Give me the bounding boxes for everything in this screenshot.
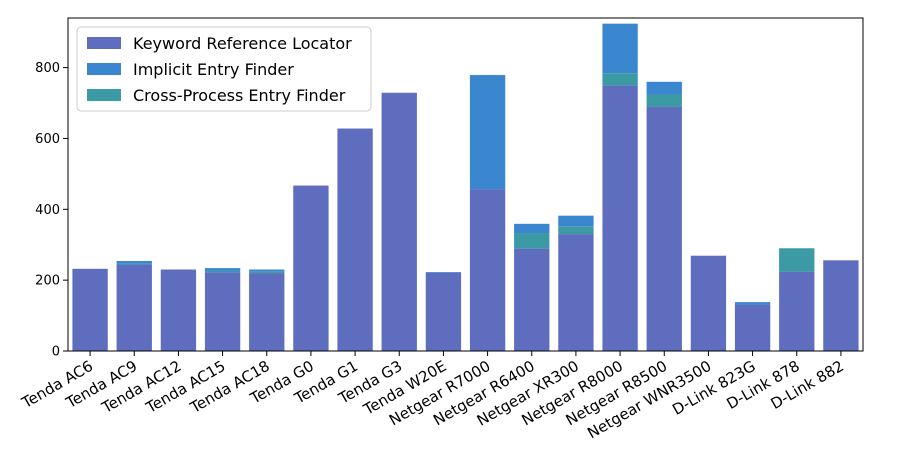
bar-keyword-reference-locator-11 bbox=[558, 234, 594, 351]
bar-cross-process-entry-finder-10 bbox=[514, 233, 550, 249]
bar-cross-process-entry-finder-13 bbox=[646, 94, 682, 107]
bar-cross-process-entry-finder-12 bbox=[602, 73, 638, 86]
bar-keyword-reference-locator-5 bbox=[293, 185, 329, 351]
bar-keyword-reference-locator-17 bbox=[823, 260, 859, 351]
bar-cross-process-entry-finder-3 bbox=[204, 270, 241, 273]
legend-swatch bbox=[87, 89, 121, 101]
legend-label: Implicit Entry Finder bbox=[133, 60, 294, 79]
bar-keyword-reference-locator-10 bbox=[514, 248, 550, 351]
bar-implicit-entry-finder-1 bbox=[116, 261, 152, 264]
y-tick-label: 800 bbox=[35, 61, 60, 76]
bar-implicit-entry-finder-15 bbox=[734, 302, 771, 305]
plot-frame bbox=[67, 17, 864, 352]
bar-keyword-reference-locator-6 bbox=[337, 128, 373, 351]
bar-keyword-reference-locator-0 bbox=[72, 268, 108, 351]
legend-label: Keyword Reference Locator bbox=[133, 34, 352, 53]
y-tick-label: 400 bbox=[35, 203, 60, 218]
bar-keyword-reference-locator-12 bbox=[602, 85, 638, 352]
legend: Keyword Reference Locator Implicit Entry … bbox=[76, 26, 372, 112]
y-tick-label: 200 bbox=[35, 274, 60, 289]
y-axis: 0 200 400 600 800 bbox=[35, 61, 68, 360]
bar-cross-process-entry-finder-16 bbox=[779, 248, 815, 272]
bar-keyword-reference-locator-8 bbox=[425, 272, 462, 351]
bar-implicit-entry-finder-4 bbox=[249, 269, 285, 272]
bar-implicit-entry-finder-3 bbox=[204, 268, 241, 271]
legend-box bbox=[76, 26, 372, 112]
bar-keyword-reference-locator-16 bbox=[779, 271, 815, 351]
y-tick-label: 600 bbox=[35, 132, 60, 147]
bar-cross-process-entry-finder-1 bbox=[116, 263, 152, 265]
bar-implicit-entry-finder-10 bbox=[514, 223, 550, 234]
bar-keyword-reference-locator-4 bbox=[249, 273, 285, 351]
bar-cross-process-entry-finder-4 bbox=[249, 271, 285, 274]
bar-keyword-reference-locator-7 bbox=[381, 92, 417, 352]
bar-keyword-reference-locator-13 bbox=[646, 106, 682, 351]
bar-implicit-entry-finder-8 bbox=[425, 272, 462, 273]
bar-keyword-reference-locator-15 bbox=[734, 304, 771, 351]
legend-label: Cross-Process Entry Finder bbox=[133, 86, 346, 105]
bar-keyword-reference-locator-1 bbox=[116, 264, 152, 351]
bar-implicit-entry-finder-12 bbox=[602, 23, 638, 74]
bar-keyword-reference-locator-2 bbox=[160, 269, 197, 351]
legend-swatch bbox=[87, 37, 121, 49]
y-tick-label: 0 bbox=[52, 345, 60, 360]
bar-implicit-entry-finder-13 bbox=[646, 81, 682, 95]
legend-swatch bbox=[87, 63, 121, 75]
bar-cross-process-entry-finder-11 bbox=[558, 226, 594, 235]
bar-keyword-reference-locator-14 bbox=[690, 255, 727, 351]
bar-keyword-reference-locator-3 bbox=[204, 272, 241, 351]
bar-implicit-entry-finder-9 bbox=[469, 75, 506, 190]
bars-layer bbox=[72, 23, 859, 352]
bar-implicit-entry-finder-11 bbox=[558, 215, 594, 227]
bar-keyword-reference-locator-9 bbox=[469, 189, 506, 351]
